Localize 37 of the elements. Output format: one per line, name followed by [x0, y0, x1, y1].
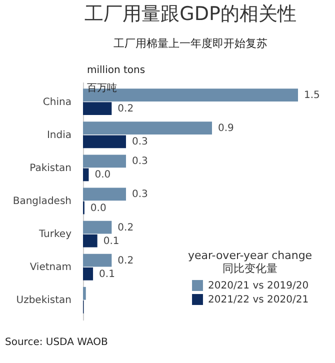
y-tick-label: Pakistan [30, 162, 72, 174]
data-label: 1.5 [304, 90, 320, 102]
data-label: 0.0 [94, 170, 111, 181]
bar [83, 122, 212, 135]
y-tick-label: Turkey [38, 229, 72, 240]
bar [83, 267, 94, 280]
y-tick-label: India [46, 130, 72, 141]
bar [83, 220, 112, 234]
source-note: Source: USDA WAOB [5, 337, 108, 348]
bar [83, 135, 126, 148]
text: million tons [87, 65, 146, 76]
data-label: 0.3 [132, 136, 148, 148]
bar [83, 168, 89, 182]
data-label: 0.3 [132, 189, 148, 200]
legend-label: 2021/22 vs 2020/21 [208, 294, 309, 306]
data-label: 0.1 [103, 236, 120, 247]
y-tick-label: China [42, 96, 72, 108]
legend-title: year-over-year change 同比变化量 [188, 249, 312, 275]
data-label: 0.0 [90, 202, 106, 214]
chart-subtitle: 工厂用棉量上一年度即开始复苏 [114, 37, 268, 50]
bar [83, 188, 126, 201]
y-tick-label: Vietnam [30, 262, 72, 274]
data-label: 0.1 [99, 268, 115, 280]
bar [83, 254, 112, 267]
bar [83, 154, 126, 168]
data-label: 0.2 [118, 255, 134, 266]
chart-title: 工厂用量跟GDP的相关性 [84, 3, 296, 25]
data-label: 0.3 [132, 156, 148, 168]
legend-label: 2020/21 vs 2019/20 [208, 280, 309, 292]
y-tick-label: Uzbekistan [16, 295, 72, 306]
bar [83, 286, 86, 300]
data-label: 0.2 [118, 104, 134, 115]
bar [83, 234, 98, 248]
y-tick-label: Bangladesh [12, 196, 72, 207]
data-label: 0.2 [118, 222, 134, 234]
data-label: 0.9 [218, 123, 234, 134]
bar [83, 102, 112, 116]
